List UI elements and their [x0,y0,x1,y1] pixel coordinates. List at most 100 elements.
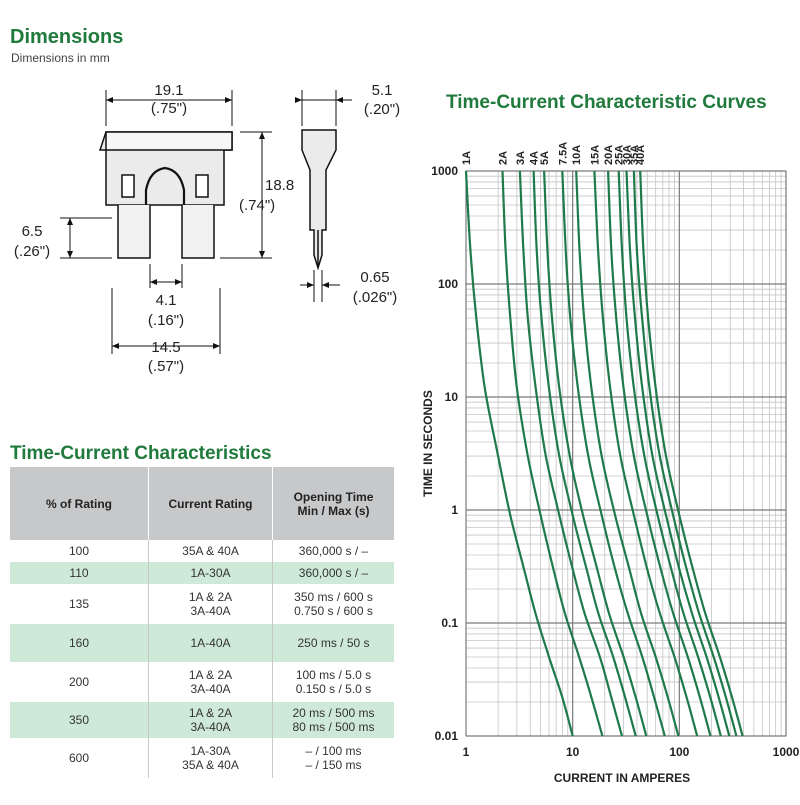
y-tick-label: 1000 [431,164,458,178]
curve-5A [543,170,648,737]
fuse-dimension-drawing: 19.1 (.75") 5.1 (.20") 18.8 (.74") 6.5 (… [14,82,400,375]
fuse-side-view [301,129,337,271]
cell-pct: 160 [10,624,149,662]
cell-rating-line: 1A & 2A [188,668,233,682]
x-tick-label: 10 [566,745,580,759]
y-tick-label: 100 [438,277,458,291]
cell-rating-line: 35A & 40A [182,758,239,772]
fuse-terminal-right [181,205,215,259]
cell-time-line: 250 ms / 50 s [297,636,370,650]
cell-rating-line: 3A-40A [190,720,231,734]
cell-time-line: 20 ms / 500 ms [292,706,375,720]
header-time: Opening Time Min / Max (s) [272,467,394,540]
cell-pct: 100 [10,540,149,562]
cell-time-line: 0.150 s / 5.0 s [295,682,372,696]
cell-time: 250 ms / 50 s [272,624,394,662]
cell-pct-line: 100 [68,544,90,558]
y-tick-label: 1 [451,503,458,517]
header-time-line2: Min / Max (s) [297,503,370,518]
cell-pct-line: 135 [68,597,90,611]
y-tick-label: 10 [445,390,459,404]
header-rating-text: Current Rating [168,496,253,511]
series-label-3A: 3A [515,151,527,165]
header-rating: Current Rating [148,467,273,540]
cell-time-line: 360,000 s / – [298,544,369,558]
curve-25A [617,170,722,737]
table-title: Time-Current Characteristics [10,443,272,464]
cell-time: 360,000 s / – [273,540,395,562]
cell-rating: 1A & 2A 3A-40A [148,662,273,702]
x-tick-label: 1000 [773,745,800,759]
chart-title: Time-Current Characteristic Curves [446,92,767,113]
table-row: 160 1A-40A 250 ms / 50 s [10,624,394,662]
dim-gap-mm: 4.1 [156,292,177,309]
cell-time-line: 80 ms / 500 ms [292,720,375,734]
y-tick-label: 0.01 [435,729,459,743]
cell-pct: 200 [10,662,149,702]
curve-40A [639,170,744,737]
series-label-15A: 15A [589,145,601,165]
dim-thick-in: (.20") [364,101,400,118]
cell-pct-line: 160 [68,636,90,650]
dim-blade-mm: 0.65 [360,269,389,286]
cell-rating-line: 3A-40A [190,604,231,618]
cell-time: 350 ms / 600 s 0.750 s / 600 s [273,584,395,624]
cell-rating-line: 1A-40A [190,636,231,650]
curve-2A [501,170,604,737]
series-label-35A: 35A [629,145,641,165]
cell-rating: 1A & 2A 3A-40A [148,702,273,738]
y-axis-label: TIME IN SECONDS [421,390,435,497]
series-label-1A: 1A [461,151,473,165]
table-row: 600 1A-30A 35A & 40A – / 100 ms – / 150 ms [10,738,394,778]
cell-rating-line: 1A-30A [190,566,231,580]
curve-35A [632,170,738,737]
cell-rating: 1A-30A 35A & 40A [148,738,273,778]
curve-7-5A [561,170,666,737]
curve-20A [607,170,712,737]
cell-pct: 110 [10,562,149,584]
cell-rating-line: 35A & 40A [182,544,239,558]
x-axis-label: CURRENT IN AMPERES [554,771,690,785]
curve-30A [625,170,731,737]
curve-3A [518,170,624,737]
dimensions-subtitle: Dimensions in mm [11,51,110,65]
cell-rating-line: 1A & 2A [188,590,233,604]
cell-time-line: 350 ms / 600 s [294,590,373,604]
cell-rating-line: 3A-40A [190,682,231,696]
series-label-7-5A: 7.5A [557,142,569,165]
dim-width-mm: 19.1 [154,82,183,99]
cell-pct-line: 350 [68,713,90,727]
series-label-30A: 30A [622,145,634,165]
cell-time: 20 ms / 500 ms 80 ms / 500 ms [272,702,394,738]
cell-pct: 135 [10,584,149,624]
fuse-element [144,166,186,205]
cell-time-line: – / 150 ms [305,758,362,772]
cell-pct-line: 200 [68,675,90,689]
x-tick-label: 1 [463,745,470,759]
dim-blade-in: (.026") [353,289,398,306]
curve-10A [575,170,680,737]
cell-time: – / 100 ms – / 150 ms [273,738,395,778]
table-row: 110 1A-30A 360,000 s / – [10,562,394,584]
series-label-40A: 40A [635,145,647,165]
curve-1A [464,170,574,737]
cell-time-line: – / 100 ms [305,744,362,758]
table-row: 135 1A & 2A 3A-40A 350 ms / 600 s 0.750 s / … [10,584,394,624]
cell-pct-line: 600 [68,751,90,765]
cell-rating: 1A & 2A 3A-40A [148,584,273,624]
table-row: 350 1A & 2A 3A-40A 20 ms / 500 ms 80 ms / 50… [10,702,394,738]
series-label-4A: 4A [529,151,541,165]
fuse-terminal-left [117,205,151,259]
y-tick-label: 0.1 [441,616,458,630]
cell-time-line: 0.750 s / 600 s [294,604,373,618]
curve-4A [532,170,637,737]
dim-span-in: (.57") [148,358,184,375]
fuse-window-right [195,174,209,198]
dim-height-in: (.74") [239,197,275,214]
fuse-cap-outline [105,131,233,151]
dim-terminal-in: (.26") [14,243,50,260]
series-label-10A: 10A [571,145,583,165]
cell-pct: 600 [10,738,149,778]
header-time-line1: Opening Time [293,489,374,504]
series-label-2A: 2A [498,151,510,165]
